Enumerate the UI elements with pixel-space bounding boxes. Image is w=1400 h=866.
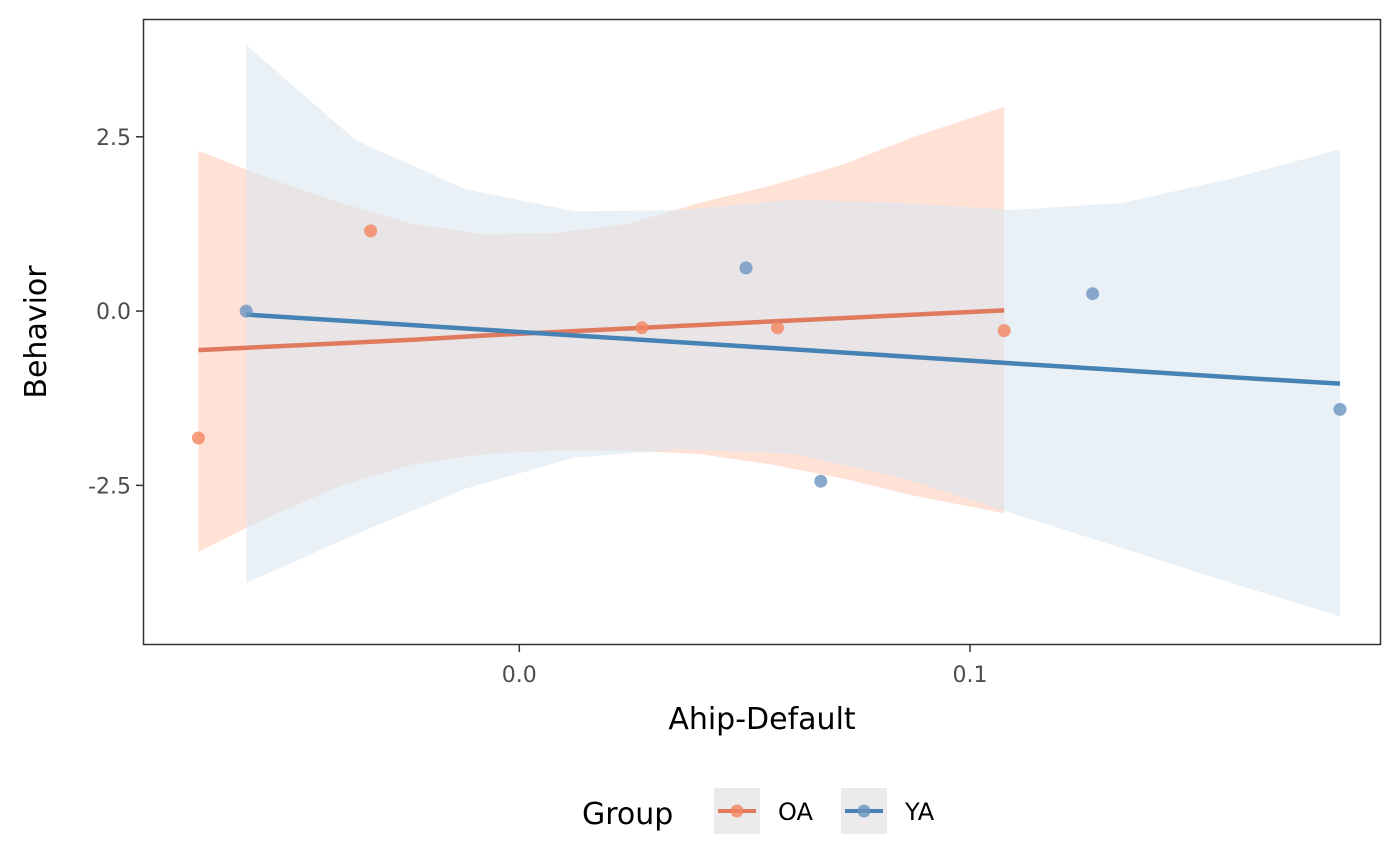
data-point-ya-1 (239, 304, 253, 318)
x-tick-label: 0.0 (502, 663, 537, 688)
legend-key-oa (714, 788, 760, 834)
legend-label-ya: YA (904, 798, 935, 826)
data-points (191, 224, 1347, 488)
y-tick-label: 0.0 (96, 300, 131, 325)
panel-border (142, 18, 1382, 646)
data-point-oa-5 (997, 324, 1011, 338)
legend-key-ya (841, 788, 887, 834)
data-point-oa-3 (635, 321, 649, 335)
data-point-ya-4 (1086, 287, 1100, 301)
legend-title: Group (582, 797, 673, 832)
data-point-oa-4 (771, 321, 784, 335)
y-tick-label: 2.5 (96, 126, 131, 151)
legend: Group OA YA (582, 788, 935, 834)
fit-line-oa (198, 308, 1005, 353)
legend-label-oa: OA (778, 798, 813, 826)
fit-line-ya (246, 312, 1341, 386)
data-point-oa-2 (364, 224, 378, 238)
fit-lines (198, 308, 1341, 386)
legend-key-ya-point (857, 804, 871, 818)
y-axis: 2.5 0.0 -2.5 (88, 126, 143, 499)
confidence-band-ya (246, 44, 1341, 617)
legend-key-oa-point (730, 804, 744, 818)
x-axis: 0.0 0.1 (502, 645, 987, 688)
data-point-ya-2 (739, 261, 753, 275)
x-tick-label: 0.1 (952, 663, 987, 688)
y-tick-label: -2.5 (88, 474, 131, 499)
x-axis-title: Ahip-Default (668, 702, 856, 737)
y-axis-title: Behavior (19, 265, 54, 399)
data-point-oa-1 (191, 431, 205, 445)
data-point-ya-3 (814, 474, 828, 488)
data-point-ya-5 (1333, 402, 1347, 416)
